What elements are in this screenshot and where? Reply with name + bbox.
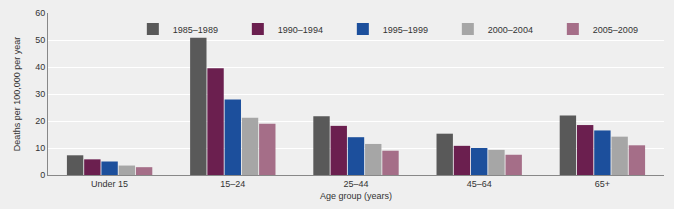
- svg-text:60: 60: [35, 8, 45, 18]
- svg-text:2005–2009: 2005–2009: [593, 25, 638, 35]
- svg-text:0: 0: [40, 170, 45, 180]
- svg-text:25–44: 25–44: [343, 179, 368, 189]
- svg-text:20: 20: [35, 116, 45, 126]
- svg-text:40: 40: [35, 62, 45, 72]
- svg-text:1990–1994: 1990–1994: [278, 25, 323, 35]
- svg-text:1985–1989: 1985–1989: [173, 25, 218, 35]
- svg-text:65+: 65+: [595, 179, 610, 189]
- svg-text:50: 50: [35, 35, 45, 45]
- svg-text:2000–2004: 2000–2004: [488, 25, 533, 35]
- svg-text:15–24: 15–24: [220, 179, 245, 189]
- svg-text:45–64: 45–64: [467, 179, 492, 189]
- svg-text:Under 15: Under 15: [91, 179, 128, 189]
- svg-text:Age group (years): Age group (years): [320, 191, 392, 201]
- svg-text:Deaths per 100,000 per year: Deaths per 100,000 per year: [12, 37, 22, 152]
- svg-text:10: 10: [35, 143, 45, 153]
- svg-text:30: 30: [35, 89, 45, 99]
- svg-text:1995–1999: 1995–1999: [383, 25, 428, 35]
